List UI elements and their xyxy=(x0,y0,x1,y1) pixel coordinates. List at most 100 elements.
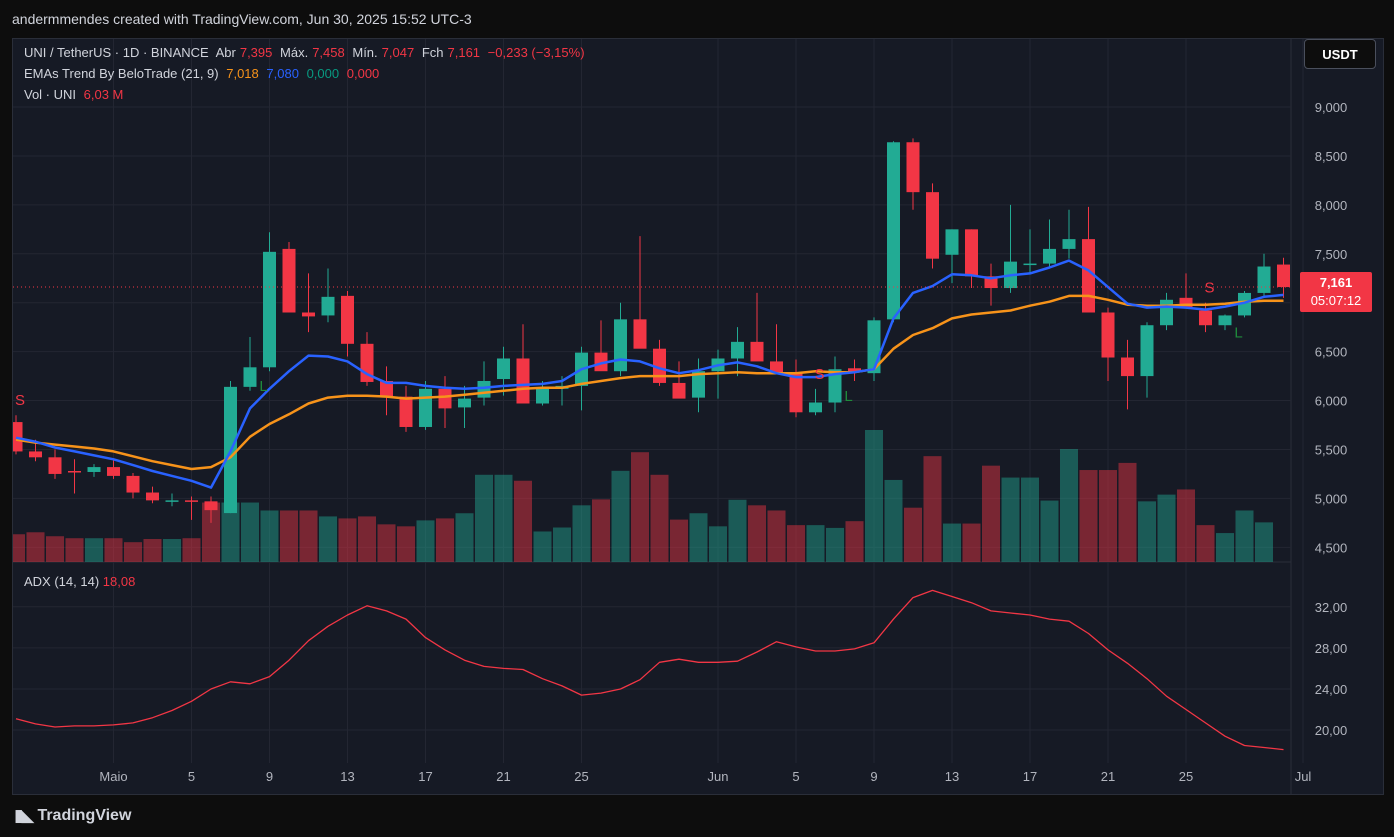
x-tick-label: 25 xyxy=(574,769,588,784)
tradingview-brand[interactable]: ▮◣ TradingView xyxy=(14,806,131,826)
candle xyxy=(380,380,393,397)
adx-indicator-name[interactable]: ADX (14, 14) xyxy=(24,574,100,589)
volume-bar xyxy=(182,538,201,562)
candle xyxy=(1023,263,1037,266)
x-tick-label: 17 xyxy=(418,769,432,784)
ema-legend[interactable]: EMAs Trend By BeloTrade (21, 9) 7,018 7,… xyxy=(24,66,383,81)
volume-bar xyxy=(163,539,181,562)
volume-value: 6,03 M xyxy=(83,87,124,102)
price-tick-label: 6,000 xyxy=(1315,394,1348,409)
x-tick-label: 21 xyxy=(1101,769,1115,784)
volume-bar xyxy=(826,527,844,562)
candle xyxy=(29,451,42,458)
volume-bar xyxy=(46,536,64,562)
candle xyxy=(302,312,315,317)
tradingview-logo-icon: ▮◣ xyxy=(14,806,34,825)
candle xyxy=(282,248,296,313)
x-tick-label: Jul xyxy=(1295,769,1312,784)
candle xyxy=(204,501,218,511)
volume-bar xyxy=(650,474,669,562)
candle xyxy=(926,192,939,259)
x-tick-label: 9 xyxy=(266,769,273,784)
volume-bar xyxy=(1118,462,1137,562)
volume-bar xyxy=(553,527,571,562)
candle xyxy=(87,467,101,472)
volume-bar xyxy=(884,479,903,562)
ema-value-1: 7,018 xyxy=(226,66,259,81)
volume-bar xyxy=(416,520,435,562)
price-tick-label: 4,500 xyxy=(1315,540,1348,555)
volume-bar xyxy=(104,538,123,562)
adx-tick-label: 20,00 xyxy=(1315,723,1348,738)
currency-button[interactable]: USDT xyxy=(1304,39,1376,69)
adx-legend[interactable]: ADX (14, 14) 18,08 xyxy=(24,574,135,589)
candle xyxy=(984,276,998,289)
volume-bar xyxy=(709,526,727,562)
candle xyxy=(1199,310,1212,326)
volume-bar xyxy=(592,499,610,562)
candle xyxy=(477,380,491,398)
candle xyxy=(770,361,783,373)
volume-bar xyxy=(1177,489,1195,562)
price-tick-label: 9,000 xyxy=(1315,100,1348,115)
candle xyxy=(497,358,510,380)
long-signal-label: L xyxy=(1234,324,1242,341)
volume-bar xyxy=(319,516,337,562)
ema-indicator-name[interactable]: EMAs Trend By BeloTrade (21, 9) xyxy=(24,66,219,81)
candle xyxy=(789,372,803,413)
x-tick-label: 13 xyxy=(945,769,959,784)
candle xyxy=(1238,292,1251,316)
volume-bar xyxy=(377,524,396,562)
candle xyxy=(68,471,81,473)
candle xyxy=(848,368,861,373)
adx-tick-label: 24,00 xyxy=(1315,682,1348,697)
price-tick-label: 5,500 xyxy=(1315,442,1348,457)
candle xyxy=(536,388,549,404)
candle xyxy=(9,422,23,452)
volume-legend[interactable]: Vol · UNI 6,03 M xyxy=(24,87,127,102)
open-label: Abr xyxy=(215,45,236,60)
symbol-legend[interactable]: UNI / TetherUS · 1D · BINANCE Abr 7,395 M… xyxy=(24,45,589,60)
x-tick-label: 5 xyxy=(792,769,799,784)
adx-value: 18,08 xyxy=(102,574,136,589)
volume-bar xyxy=(1216,533,1234,562)
volume-bar xyxy=(572,505,591,562)
candle xyxy=(614,319,627,372)
long-signal-label: L xyxy=(844,388,852,405)
ema-fast-line xyxy=(15,259,1284,489)
x-tick-label: 5 xyxy=(188,769,195,784)
volume-bar xyxy=(299,510,318,562)
volume-bar xyxy=(7,534,25,562)
volume-bar xyxy=(436,518,454,562)
candle xyxy=(165,500,179,502)
volume-bar xyxy=(85,538,103,562)
candle xyxy=(458,398,471,408)
symbol-name[interactable]: UNI / TetherUS · 1D · BINANCE xyxy=(24,45,209,60)
adx-line xyxy=(15,589,1284,751)
x-tick-label: 25 xyxy=(1179,769,1193,784)
chart-svg[interactable]: S L S L S L Maio 5 9 13 17 21 25 Jun 5 9 13 17 21 25 Jul 4,5… xyxy=(7,39,1383,794)
volume-bar xyxy=(241,502,259,562)
candle xyxy=(243,367,257,387)
bar-countdown: 05:07:12 xyxy=(1310,293,1362,308)
volume-bar xyxy=(514,480,532,562)
volume-bar xyxy=(65,538,84,562)
current-price-value: 7,161 xyxy=(1319,275,1353,290)
candle xyxy=(750,341,764,362)
volume-bar xyxy=(904,507,922,562)
high-value: 7,458 xyxy=(312,45,345,60)
volume-bar xyxy=(611,470,630,562)
ema-value-2: 7,080 xyxy=(266,66,299,81)
volume-bar xyxy=(845,521,864,562)
x-tick-label: 21 xyxy=(496,769,510,784)
long-signal-label: L xyxy=(259,378,267,395)
candle xyxy=(809,402,822,413)
volume-indicator-name[interactable]: Vol · UNI xyxy=(24,87,77,102)
price-tick-label: 8,500 xyxy=(1315,149,1348,164)
price-tick-label: 7,500 xyxy=(1315,247,1348,262)
volume-bar xyxy=(1001,477,1020,562)
candle xyxy=(516,358,530,404)
chart-frame[interactable]: S L S L S L Maio 5 9 13 17 21 25 Jun 5 9 13 17 21 25 Jul 4,5… xyxy=(7,38,1384,795)
candle xyxy=(399,396,413,427)
candle xyxy=(1257,266,1271,293)
